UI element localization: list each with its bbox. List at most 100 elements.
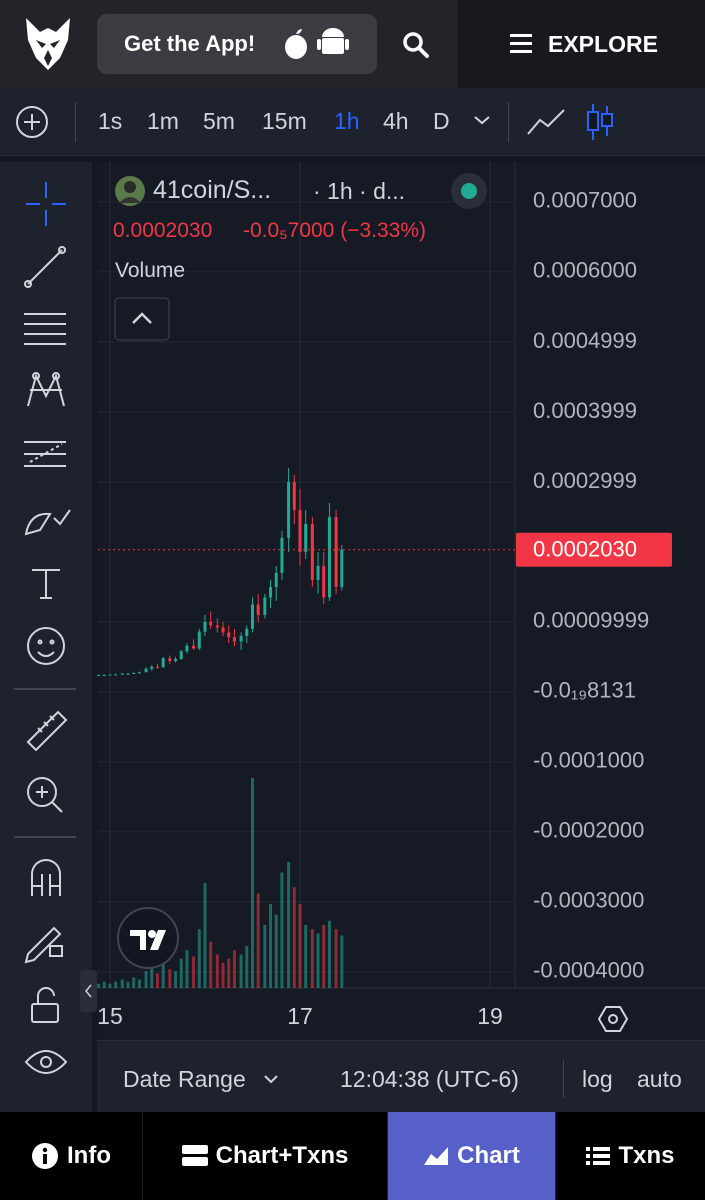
y-tick-label: -0.0004000 [533, 958, 644, 983]
date-range-chevron[interactable] [262, 1072, 280, 1086]
explore-text[interactable]: EXPLORE [548, 31, 658, 57]
nav-tab[interactable]: Chart+Txns [143, 1112, 388, 1200]
candle-body [102, 675, 106, 677]
volume-bar [227, 958, 231, 988]
tradingview-logo[interactable] [116, 906, 180, 970]
separator [508, 102, 509, 142]
volume-bar [334, 929, 338, 988]
volume-bar [120, 979, 124, 988]
volume-bar [215, 954, 219, 988]
volume-bar [316, 933, 320, 988]
candle-chart-icon[interactable] [585, 102, 615, 142]
nav-tab[interactable]: Chart [388, 1112, 556, 1200]
interval[interactable]: 1h [334, 108, 360, 134]
volume-bar [322, 925, 326, 988]
clock[interactable]: 12:04:38 (UTC-6) [340, 1066, 519, 1092]
candle-body [221, 627, 225, 633]
x-tick-label: 17 [287, 1003, 313, 1029]
info-icon [32, 1143, 58, 1169]
candle-body [114, 674, 118, 676]
volume-bar [340, 935, 344, 988]
nav-label[interactable]: Chart+Txns [215, 1142, 349, 1169]
volume-bar [250, 778, 254, 988]
collapse-legend-button[interactable] [114, 297, 170, 341]
settings-icon[interactable] [598, 1004, 628, 1034]
volume-bar [168, 969, 172, 988]
interval[interactable]: 5m [203, 108, 235, 134]
candle-body [137, 672, 141, 674]
candle-body [245, 628, 249, 636]
candle-body [203, 621, 207, 632]
separator [563, 1060, 564, 1098]
volume-bar [245, 946, 249, 988]
interval[interactable]: 1s [98, 108, 123, 134]
y-tick-label: -0.0₁₉8131 [533, 678, 636, 703]
y-tick-label: 0.0006000 [533, 258, 637, 283]
y-tick-label: -0.0001000 [533, 748, 644, 773]
volume-bar [174, 971, 178, 988]
nav-label[interactable]: Txns [618, 1142, 675, 1169]
line-chart-icon[interactable] [526, 106, 566, 138]
last-price-label: 0.0002030 [533, 537, 637, 562]
volume-bar [126, 981, 130, 988]
log-toggle[interactable]: log [582, 1066, 613, 1092]
interval-dropdown[interactable] [472, 112, 492, 128]
candle-body [108, 674, 112, 676]
volume-bar [304, 925, 308, 988]
volume-bar [274, 914, 278, 988]
x-tick-label: 19 [477, 1003, 503, 1029]
explore-area [458, 0, 705, 88]
candle-body [120, 673, 124, 675]
interval[interactable]: 4h [383, 108, 409, 134]
volume-bar [197, 929, 201, 988]
auto-toggle[interactable]: auto [637, 1066, 682, 1092]
candle-body [310, 523, 314, 580]
nav-label[interactable]: Chart [457, 1142, 520, 1169]
split-icon [181, 1145, 208, 1166]
volume-bar [221, 962, 225, 988]
x-tick-label: 15 [97, 1003, 123, 1029]
add-indicator-icon[interactable] [14, 104, 50, 140]
volume-bar [114, 981, 118, 988]
separator [75, 102, 76, 142]
legend-change: -0.0₅7000 (−3.33%) [243, 219, 426, 242]
candle-body [155, 666, 159, 668]
search-icon[interactable] [402, 31, 430, 59]
menu-icon[interactable] [510, 33, 534, 55]
legend-price: 0.0002030 [113, 219, 213, 242]
volume-bar [292, 887, 296, 988]
candle-body [168, 658, 172, 662]
collapse-toolbar-tab[interactable] [80, 970, 97, 1012]
nav-tab[interactable]: Txns [556, 1112, 705, 1200]
candle-body [150, 666, 154, 669]
store-icons [285, 28, 349, 59]
volume-bar [102, 981, 106, 988]
area-chart-icon [424, 1147, 449, 1165]
candle-body [280, 537, 284, 573]
chart-toolbar [0, 88, 705, 156]
nav-label[interactable]: Info [67, 1142, 111, 1169]
volume-bar [185, 950, 189, 988]
get-app-text[interactable]: Get the App! [124, 31, 256, 56]
volume-label: Volume [115, 259, 186, 282]
nav-tab[interactable]: Info [0, 1112, 143, 1200]
candle-body [269, 586, 273, 598]
candle-body [97, 675, 101, 677]
candle-body [250, 604, 254, 629]
volume-bar [232, 950, 236, 988]
interval[interactable]: 1m [147, 108, 179, 134]
volume-bar [256, 893, 260, 988]
list-icon [586, 1147, 611, 1165]
symbol[interactable]: 41coin/S... [153, 176, 272, 204]
candle-body [292, 481, 296, 510]
chart: 0.0007000 0.0006000 0.0004999 0.0003999 0.00… [97, 162, 705, 1029]
candle-body [197, 631, 201, 649]
date-range[interactable]: Date Range [123, 1066, 246, 1092]
logo[interactable] [20, 14, 76, 74]
y-tick-label: 0.0002999 [533, 468, 637, 493]
volume-bar [155, 973, 159, 988]
volume-bar [132, 977, 136, 988]
volume-bar [108, 983, 112, 988]
interval[interactable]: D [433, 108, 450, 134]
interval[interactable]: 15m [262, 108, 307, 134]
